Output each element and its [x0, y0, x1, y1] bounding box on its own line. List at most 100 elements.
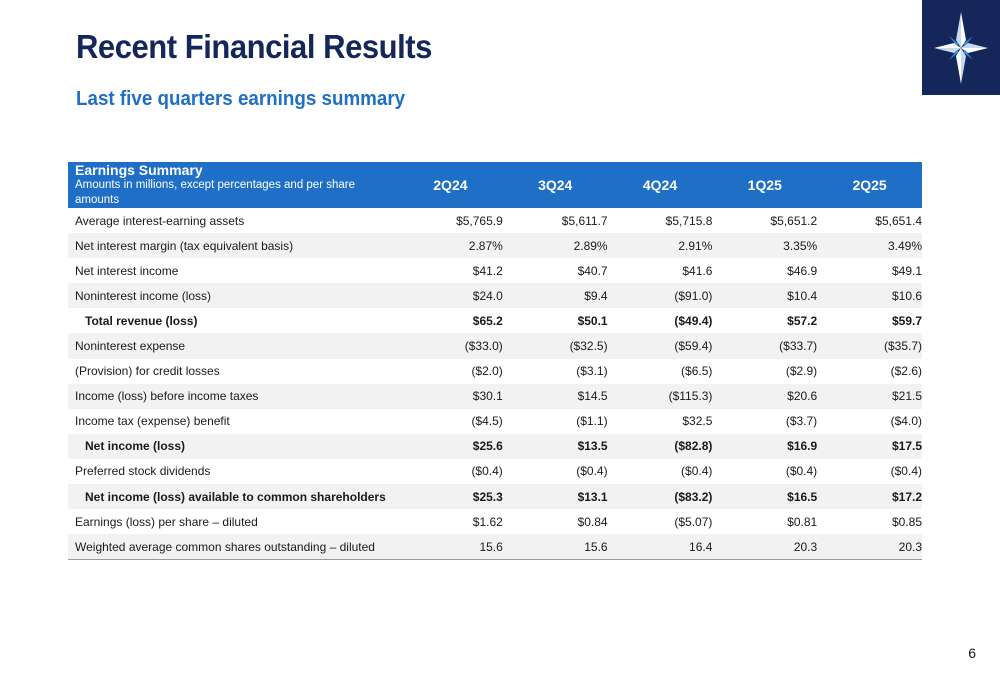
table-cell: $5,765.9 — [456, 213, 503, 228]
table-cell: 2.87% — [468, 238, 503, 253]
row-label: Total revenue (loss) — [85, 313, 198, 328]
table-cell: ($91.0) — [674, 288, 713, 303]
table-row: Total revenue (loss) $65.2 $50.1 ($49.4) $57… — [68, 308, 922, 334]
table-cell: 15.6 — [398, 534, 503, 561]
table-cell: ($0.4) — [471, 464, 503, 479]
table-cell: 20.3 — [817, 534, 922, 561]
table-cell: $24.0 — [472, 288, 503, 303]
table-cell: $46.9 — [787, 263, 818, 278]
table-cell: $14.5 — [577, 389, 608, 404]
table-cell: $16.9 — [787, 439, 818, 454]
table-cell: 2.91% — [678, 238, 713, 253]
row-label: Income tax (expense) benefit — [75, 414, 230, 429]
table-cell: ($4.0) — [890, 414, 922, 429]
table-row: Income (loss) before income taxes $30.1 $1… — [68, 383, 922, 409]
table-row: Weighted average common shares outstandi… — [68, 534, 922, 561]
page-number: 6 — [968, 645, 976, 661]
table-cell: $40.7 — [577, 263, 608, 278]
table-header-label: Earnings Summary Amounts in millions, ex… — [68, 162, 398, 208]
table-cell: ($5.07) — [674, 514, 713, 529]
table-cell: ($0.4) — [890, 464, 922, 479]
table-cell: $17.5 — [891, 439, 922, 454]
table-cell: ($0.4) — [576, 464, 608, 479]
table-cell: $10.4 — [787, 288, 818, 303]
table-cell: $10.6 — [891, 288, 922, 303]
earnings-summary-table: Earnings Summary Amounts in millions, ex… — [68, 162, 922, 561]
table-header-row: Earnings Summary Amounts in millions, ex… — [68, 162, 922, 208]
table-cell: $41.6 — [682, 263, 713, 278]
table-cell: ($83.2) — [674, 489, 713, 504]
table-row: Income tax (expense) benefit ($4.5) ($1.1)… — [68, 408, 922, 434]
table-cell: $59.7 — [891, 313, 922, 328]
table-cell: $5,651.4 — [875, 213, 922, 228]
table-cell: $41.2 — [472, 263, 503, 278]
table-cell: ($35.7) — [883, 339, 922, 354]
table-cell: $0.84 — [577, 514, 608, 529]
row-label: Net income (loss) — [85, 439, 186, 454]
table-cell: ($1.1) — [576, 414, 608, 429]
table-title: Earnings Summary — [75, 162, 203, 178]
table-cell: ($3.7) — [785, 414, 818, 429]
compass-star-icon — [934, 11, 988, 84]
page-title: Recent Financial Results — [76, 28, 432, 65]
column-header: 2Q24 — [433, 177, 468, 193]
table-row: Noninterest income (loss) $24.0 $9.4 ($91.0… — [68, 283, 922, 309]
row-label: Noninterest income (loss) — [75, 288, 212, 303]
table-cell: $9.4 — [584, 288, 608, 303]
table-cell: ($33.7) — [779, 339, 818, 354]
table-cell: $16.5 — [787, 489, 818, 504]
table-cell: $13.1 — [577, 489, 608, 504]
table-cell: $5,611.7 — [561, 213, 608, 228]
table-cell: $50.1 — [577, 313, 608, 328]
row-label: Net income (loss) available to common sh… — [85, 489, 386, 504]
table-cell: $21.5 — [891, 389, 922, 404]
table-body: Average interest-earning assets $5,765.9 $… — [68, 208, 922, 561]
table-cell: $65.2 — [472, 313, 503, 328]
table-row: Noninterest expense ($33.0) ($32.5) ($59.4)… — [68, 333, 922, 359]
table-cell: $5,651.2 — [770, 213, 818, 228]
row-label: Weighted average common shares outstandi… — [68, 534, 398, 561]
table-cell: ($49.4) — [674, 313, 713, 328]
table-cell: $32.5 — [682, 414, 713, 429]
table-cell: $57.2 — [787, 313, 818, 328]
page-subtitle: Last five quarters earnings summary — [76, 88, 406, 110]
table-row: Net income (loss) available to common sh… — [68, 484, 922, 510]
table-cell: $1.62 — [472, 514, 503, 529]
table-cell: $13.5 — [577, 439, 608, 454]
table-row: Net income (loss) $25.6 $13.5 ($82.8) $16.9 $… — [68, 433, 922, 459]
row-label: Net interest margin (tax equivalent basi… — [75, 238, 294, 253]
company-logo — [922, 0, 1000, 95]
table-cell: $17.2 — [891, 489, 922, 504]
table-cell: ($2.6) — [890, 364, 922, 379]
table-cell: $5,715.8 — [665, 213, 713, 228]
row-label: Net interest income — [75, 263, 179, 278]
table-cell: ($82.8) — [674, 439, 713, 454]
row-label: (Provision) for credit losses — [75, 364, 220, 379]
table-cell: ($2.0) — [471, 364, 503, 379]
table-cell: $25.3 — [472, 489, 503, 504]
table-cell: 15.6 — [502, 534, 608, 561]
table-cell: ($3.1) — [576, 364, 608, 379]
table-row: Preferred stock dividends ($0.4) ($0.4) ($0… — [68, 458, 922, 485]
row-label: Income (loss) before income taxes — [75, 389, 259, 404]
table-row: (Provision) for credit losses ($2.0) ($3.1… — [68, 358, 922, 384]
table-subtitle: Amounts in millions, except percentages … — [75, 179, 355, 206]
table-cell: ($2.9) — [785, 364, 818, 379]
table-cell: ($59.4) — [674, 339, 713, 354]
row-label: Earnings (loss) per share – diluted — [75, 514, 258, 529]
table-cell: $0.85 — [891, 514, 922, 529]
column-header: 1Q25 — [747, 177, 782, 193]
table-cell: $30.1 — [472, 389, 503, 404]
column-header: 4Q24 — [642, 177, 678, 193]
table-cell: $25.6 — [472, 439, 503, 454]
table-cell: 3.49% — [887, 238, 922, 253]
table-row: Average interest-earning assets $5,765.9 $… — [68, 208, 922, 234]
table-cell: ($115.3) — [668, 389, 713, 404]
table-cell: ($33.0) — [464, 339, 503, 354]
column-header: 2Q25 — [852, 177, 887, 193]
row-label: Noninterest expense — [75, 339, 186, 354]
table-cell: ($32.5) — [569, 339, 608, 354]
table-row: Earnings (loss) per share – diluted $1.62… — [68, 509, 922, 535]
table-cell: ($6.5) — [681, 364, 713, 379]
row-label: Average interest-earning assets — [75, 213, 245, 228]
